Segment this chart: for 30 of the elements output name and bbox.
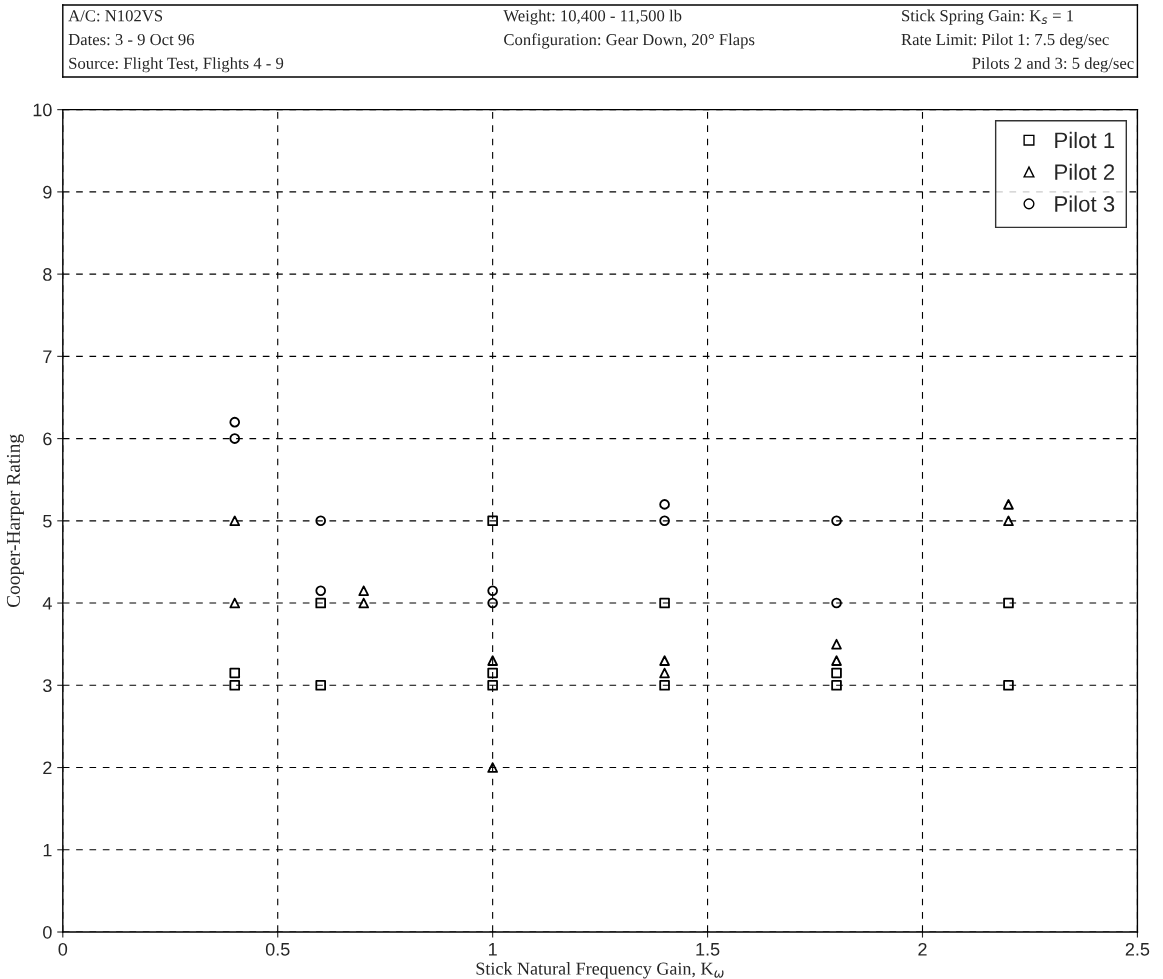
x-tick-label: 0	[58, 942, 68, 956]
legend-label: Pilot 2	[1055, 163, 1115, 181]
source-note: Source: Flight Test, Flights 4 - 9	[69, 57, 284, 73]
y-axis-title: Cooper-Harper Rating	[6, 434, 24, 608]
x-tick-label: 1	[489, 943, 497, 956]
y-tick-label: 8	[43, 268, 52, 281]
legend-label: Pilot 3	[1055, 195, 1115, 212]
x-tick-label: 1.5	[696, 943, 720, 956]
text: A/C: N102VS	[68, 10, 163, 22]
y-tick-label: 9	[43, 185, 52, 199]
y-tick-label: 4	[42, 597, 52, 610]
y-tick-label: 2	[43, 761, 52, 775]
y-tick-label: 1	[43, 843, 52, 857]
y-tick-label: 0	[43, 925, 52, 939]
x-tick-label: 2.5	[1125, 942, 1150, 956]
text: Configuration: Gear Down, 20° Flaps	[504, 33, 755, 49]
y-tick-label: 10	[33, 103, 52, 117]
y-tick-label: 5	[43, 514, 52, 528]
text: Rate Limit: Pilot 1: 7.5 deg/sec	[901, 33, 1109, 49]
y-tick-label: 3	[43, 679, 52, 693]
x-tick-label: 2	[918, 942, 927, 956]
text: Dates: 3 - 9 Oct 96	[68, 33, 195, 46]
y-tick-label: 7	[43, 350, 52, 363]
text: Pilots 2 and 3: 5 deg/sec	[972, 57, 1134, 73]
x-axis-title: Stick Natural Frequency Gain, K$_{ω}$	[476, 962, 724, 979]
x-tick-label: 0.5	[265, 942, 290, 956]
text: Stick Spring Gain: K$_{s}$ = 1	[902, 9, 1074, 25]
y-tick-label: 6	[43, 432, 52, 446]
text: Weight: 10,400 - 11,500 lb	[503, 9, 682, 25]
legend-label: Pilot 1	[1055, 131, 1115, 149]
